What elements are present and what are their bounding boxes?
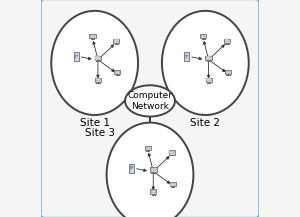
Bar — [129, 164, 134, 173]
Bar — [169, 151, 174, 154]
Bar — [150, 189, 156, 194]
Bar — [145, 146, 151, 150]
Bar — [206, 78, 212, 82]
Bar — [185, 55, 188, 56]
Bar — [115, 71, 120, 74]
Bar — [224, 39, 230, 43]
Ellipse shape — [125, 85, 175, 117]
Bar — [151, 168, 156, 171]
Bar — [146, 147, 150, 150]
Bar — [170, 182, 175, 186]
Bar — [113, 39, 119, 43]
Bar — [130, 166, 133, 168]
Bar — [150, 167, 157, 172]
Bar — [226, 71, 230, 74]
Text: Site 3: Site 3 — [85, 128, 115, 138]
Bar — [96, 78, 100, 81]
Ellipse shape — [162, 11, 249, 115]
Text: Computer
Network: Computer Network — [128, 90, 172, 111]
Bar — [95, 56, 101, 60]
Bar — [169, 150, 175, 155]
Circle shape — [75, 57, 76, 58]
Bar — [74, 52, 79, 61]
Text: Site 2: Site 2 — [190, 118, 220, 128]
Bar — [75, 55, 78, 56]
Bar — [151, 190, 156, 193]
Bar — [89, 34, 95, 38]
Bar — [225, 70, 231, 74]
Bar — [170, 182, 176, 186]
Bar — [114, 70, 121, 74]
Text: Site 1: Site 1 — [80, 118, 110, 128]
Bar — [201, 35, 206, 38]
Ellipse shape — [106, 123, 194, 217]
Bar — [90, 35, 95, 38]
Bar — [114, 39, 119, 42]
Bar — [94, 56, 101, 60]
Bar — [206, 56, 211, 60]
Bar — [200, 34, 206, 38]
Circle shape — [186, 57, 187, 58]
Circle shape — [130, 168, 131, 169]
Ellipse shape — [51, 11, 138, 115]
Bar — [95, 78, 101, 82]
Bar — [184, 52, 189, 61]
Bar — [206, 78, 211, 81]
Bar — [225, 39, 229, 42]
Bar — [205, 56, 212, 60]
FancyBboxPatch shape — [40, 0, 260, 217]
